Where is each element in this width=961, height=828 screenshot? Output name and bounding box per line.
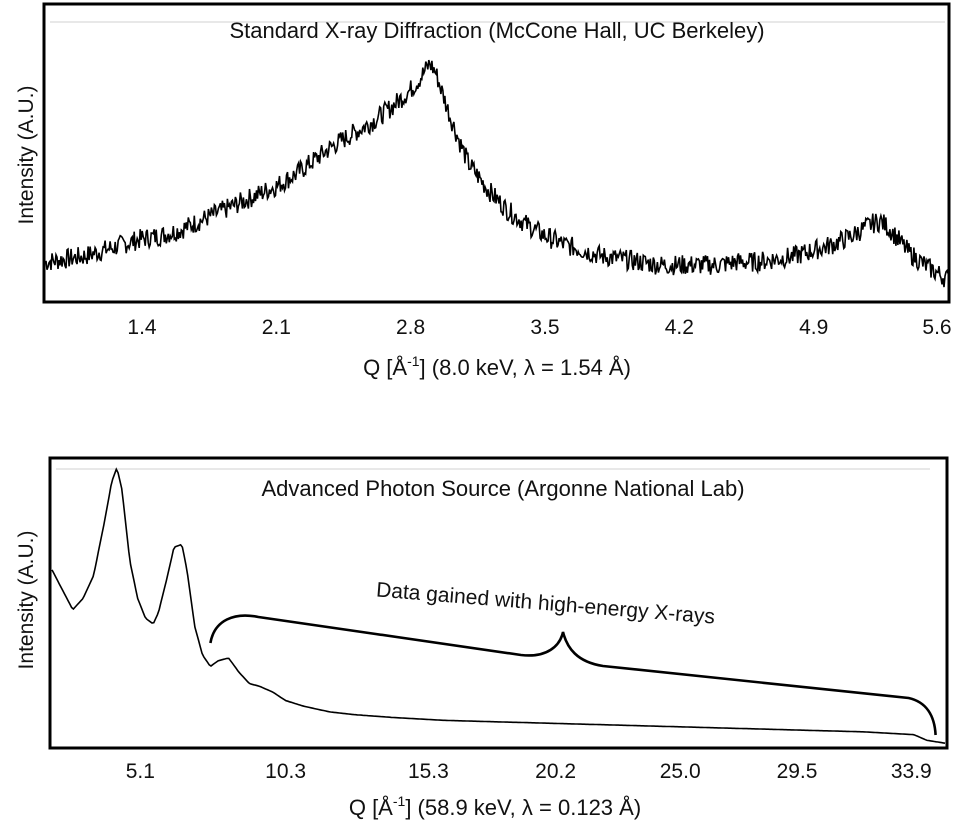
top-panel: Standard X-ray Diffraction (McCone Hall,…	[15, 2, 952, 380]
bottom-y-axis-label: Intensity (A.U.)	[15, 531, 38, 670]
top-x-tick-label: 4.9	[799, 316, 828, 339]
top-x-axis-label-main: Q [Å	[363, 355, 407, 380]
bottom-x-tick-label: 15.3	[408, 760, 449, 783]
top-x-tick-label: 3.5	[530, 316, 559, 339]
top-x-tick-label: 4.2	[665, 316, 694, 339]
bottom-x-tick-label: 10.3	[265, 760, 306, 783]
top-x-ticks: 1.4 2.1 2.8 3.5 4.2 4.9 5.6	[127, 316, 951, 339]
brace-annotation: Data gained with high-energy X-rays	[375, 578, 715, 628]
top-y-axis-label: Intensity (A.U.)	[15, 86, 38, 225]
bottom-x-tick-label: 5.1	[126, 760, 155, 783]
bottom-x-axis-label-sup: -1	[393, 793, 406, 809]
top-x-tick-label: 2.8	[396, 316, 425, 339]
bottom-x-axis-label-main: Q [Å	[349, 795, 393, 820]
bottom-x-tick-label: 33.9	[891, 760, 932, 783]
bottom-panel: Advanced Photon Source (Argonne National…	[15, 456, 949, 820]
top-series-line	[45, 59, 949, 288]
bottom-x-tick-label: 29.5	[777, 760, 818, 783]
bottom-x-axis-label-tail: ] (58.9 keV, λ = 0.123 Å)	[405, 795, 641, 820]
bottom-x-ticks: 5.1 10.3 15.3 20.2 25.0 29.5 33.9	[126, 760, 932, 783]
data-range-brace	[209, 614, 937, 736]
top-x-tick-label: 2.1	[262, 316, 291, 339]
bottom-x-axis-label: Q [Å-1] (58.9 keV, λ = 0.123 Å)	[349, 793, 641, 820]
bottom-plot-frame	[48, 456, 949, 750]
bottom-chart-title: Advanced Photon Source (Argonne National…	[261, 476, 744, 501]
bottom-series-line	[51, 467, 946, 744]
top-x-axis-label: Q [Å-1] (8.0 keV, λ = 1.54 Å)	[363, 353, 631, 380]
bottom-x-tick-label: 20.2	[535, 760, 576, 783]
bottom-x-tick-label: 25.0	[660, 760, 701, 783]
top-chart-title: Standard X-ray Diffraction (McCone Hall,…	[229, 18, 764, 43]
top-x-tick-label: 5.6	[922, 316, 951, 339]
top-x-tick-label: 1.4	[127, 316, 157, 339]
top-plot-frame	[42, 2, 951, 304]
top-x-axis-label-sup: -1	[407, 353, 420, 369]
top-x-axis-label-tail: ] (8.0 keV, λ = 1.54 Å)	[420, 355, 631, 380]
